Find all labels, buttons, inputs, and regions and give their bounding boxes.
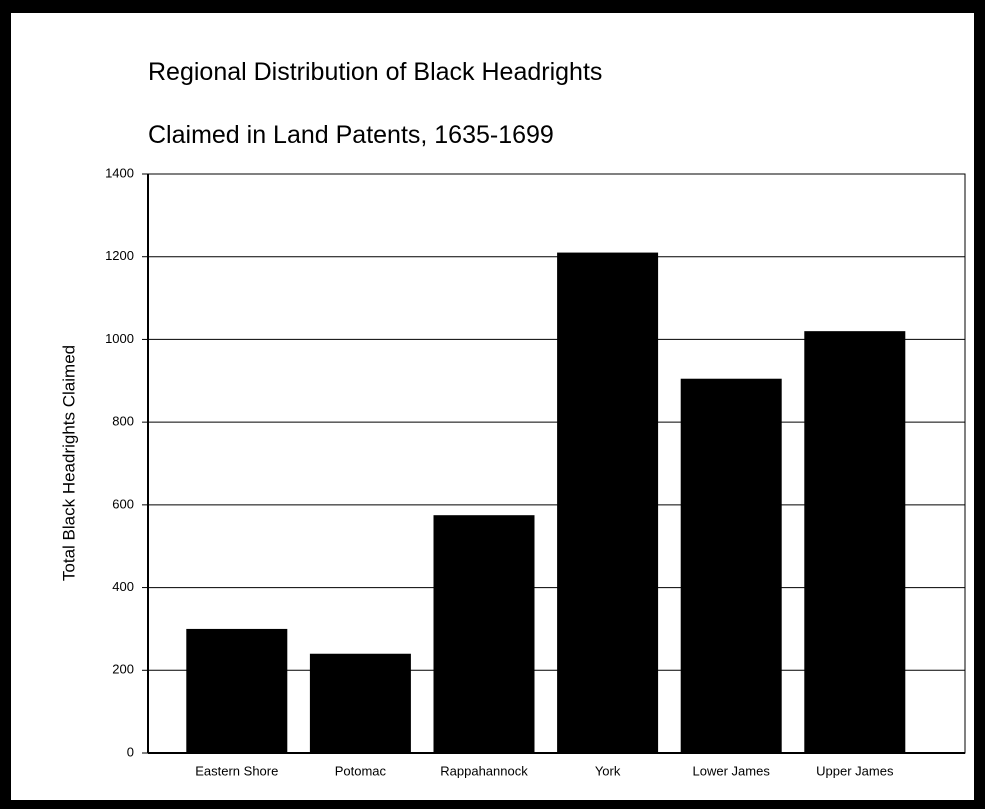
bar <box>186 628 288 753</box>
y-tick-label: 400 <box>112 579 134 594</box>
y-tick-label: 800 <box>112 414 134 429</box>
y-tick-label: 600 <box>112 496 134 511</box>
x-tick-label: York <box>595 763 621 778</box>
y-tick-label: 1000 <box>105 331 134 346</box>
bar <box>309 653 411 753</box>
y-tick-label: 0 <box>127 744 134 759</box>
y-tick-label: 1200 <box>105 248 134 263</box>
x-tick-label: Potomac <box>335 763 387 778</box>
x-tick-label: Rappahannock <box>440 763 528 778</box>
x-tick-label: Upper James <box>816 763 894 778</box>
y-tick-label: 1400 <box>105 165 134 180</box>
bar <box>680 378 782 753</box>
bar <box>804 331 906 753</box>
chart-title: Regional Distribution of Black Headright… <box>148 58 602 86</box>
x-tick-label: Eastern Shore <box>195 763 278 778</box>
y-axis-title: Total Black Headrights Claimed <box>59 345 78 581</box>
x-tick-label: Lower James <box>693 763 771 778</box>
y-tick-label: 200 <box>112 662 134 677</box>
bar <box>433 515 535 753</box>
chart-subtitle: Claimed in Land Patents, 1635-1699 <box>148 121 554 149</box>
bar <box>557 252 659 754</box>
